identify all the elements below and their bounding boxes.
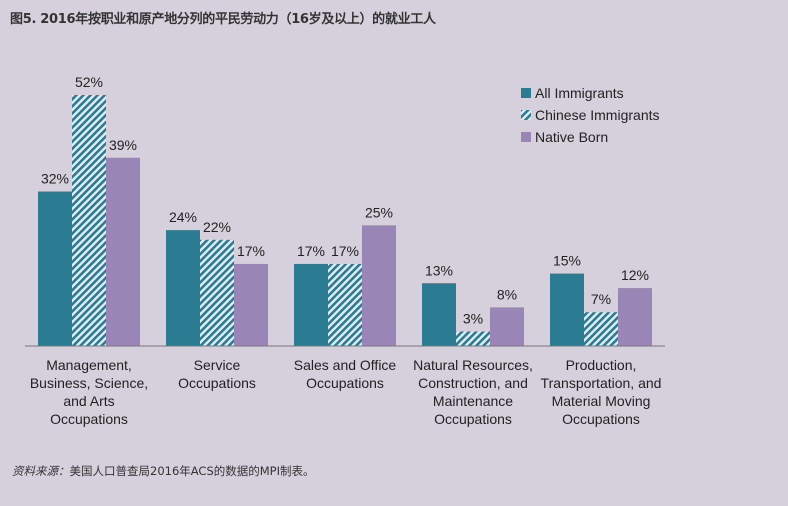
bar-chinese-immigrants xyxy=(584,312,618,346)
category-label: Natural Resources, xyxy=(413,357,533,373)
legend-label: Native Born xyxy=(535,129,608,145)
bar-all-immigrants xyxy=(294,263,328,346)
source-text: 美国人口普查局2016年ACS的数据的MPI制表。 xyxy=(69,464,315,478)
data-label: 25% xyxy=(365,204,393,220)
chart-title: 图5. 2016年按职业和原产地分列的平民劳动力（16岁及以上）的就业工人 xyxy=(10,12,436,27)
data-label: 13% xyxy=(425,262,453,278)
data-label: 22% xyxy=(203,219,231,235)
legend-swatch xyxy=(521,110,531,120)
source-note: 资料来源：美国人口普查局2016年ACS的数据的MPI制表。 xyxy=(12,463,315,479)
category-label: Occupations xyxy=(562,411,640,427)
category-label: Material Moving xyxy=(552,393,651,409)
source-label: 资料来源： xyxy=(12,464,70,478)
bar-native-born xyxy=(362,225,396,346)
category-label: Occupations xyxy=(50,411,128,427)
category-label: Management, xyxy=(46,357,132,373)
bar-chinese-immigrants xyxy=(72,95,106,346)
legend-label: All Immigrants xyxy=(535,85,624,101)
category-label: and Arts xyxy=(63,393,114,409)
bar-native-born xyxy=(618,288,652,346)
data-label: 8% xyxy=(497,286,517,302)
legend-swatch xyxy=(521,88,531,98)
data-label: 7% xyxy=(591,291,611,307)
data-label: 32% xyxy=(41,171,69,187)
category-label: Occupations xyxy=(306,375,384,391)
category-label: Construction, and xyxy=(418,375,528,391)
data-label: 15% xyxy=(553,253,581,269)
category-label: Business, Science, xyxy=(30,375,148,391)
category-label: Maintenance xyxy=(433,393,513,409)
category-label: Occupations xyxy=(178,375,256,391)
bar-chinese-immigrants xyxy=(328,263,362,346)
bar-native-born xyxy=(234,263,268,346)
data-label: 52% xyxy=(75,74,103,90)
data-label: 17% xyxy=(297,243,325,259)
bar-chinese-immigrants xyxy=(200,239,234,346)
category-label: Transportation, and xyxy=(541,375,662,391)
legend-label: Chinese Immigrants xyxy=(535,107,660,123)
category-label: Service xyxy=(194,357,241,373)
data-label: 39% xyxy=(109,137,137,153)
bar-native-born xyxy=(490,307,524,346)
data-label: 17% xyxy=(331,243,359,259)
data-label: 12% xyxy=(621,267,649,283)
bar-native-born xyxy=(106,157,140,346)
data-label: 3% xyxy=(463,311,483,327)
category-label: Production, xyxy=(566,357,637,373)
bar-all-immigrants xyxy=(550,273,584,346)
category-label: Sales and Office xyxy=(294,357,397,373)
bar-all-immigrants xyxy=(38,191,72,346)
bar-all-immigrants xyxy=(166,230,200,346)
legend-swatch xyxy=(521,132,531,142)
data-label: 17% xyxy=(237,243,265,259)
data-label: 24% xyxy=(169,209,197,225)
category-label: Occupations xyxy=(434,411,512,427)
bar-all-immigrants xyxy=(422,283,456,346)
bar-chinese-immigrants xyxy=(456,331,490,346)
